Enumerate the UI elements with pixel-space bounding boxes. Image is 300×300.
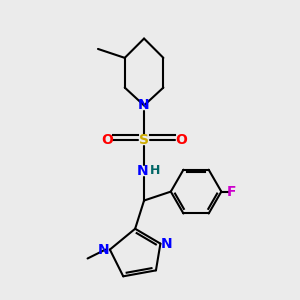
Text: F: F — [227, 184, 236, 199]
Text: N: N — [137, 164, 148, 178]
Text: S: S — [139, 133, 149, 147]
Text: N: N — [160, 237, 172, 250]
Text: O: O — [175, 133, 187, 147]
Text: O: O — [101, 133, 113, 147]
Text: N: N — [98, 243, 110, 256]
Text: N: N — [138, 98, 150, 112]
Text: H: H — [150, 164, 161, 177]
